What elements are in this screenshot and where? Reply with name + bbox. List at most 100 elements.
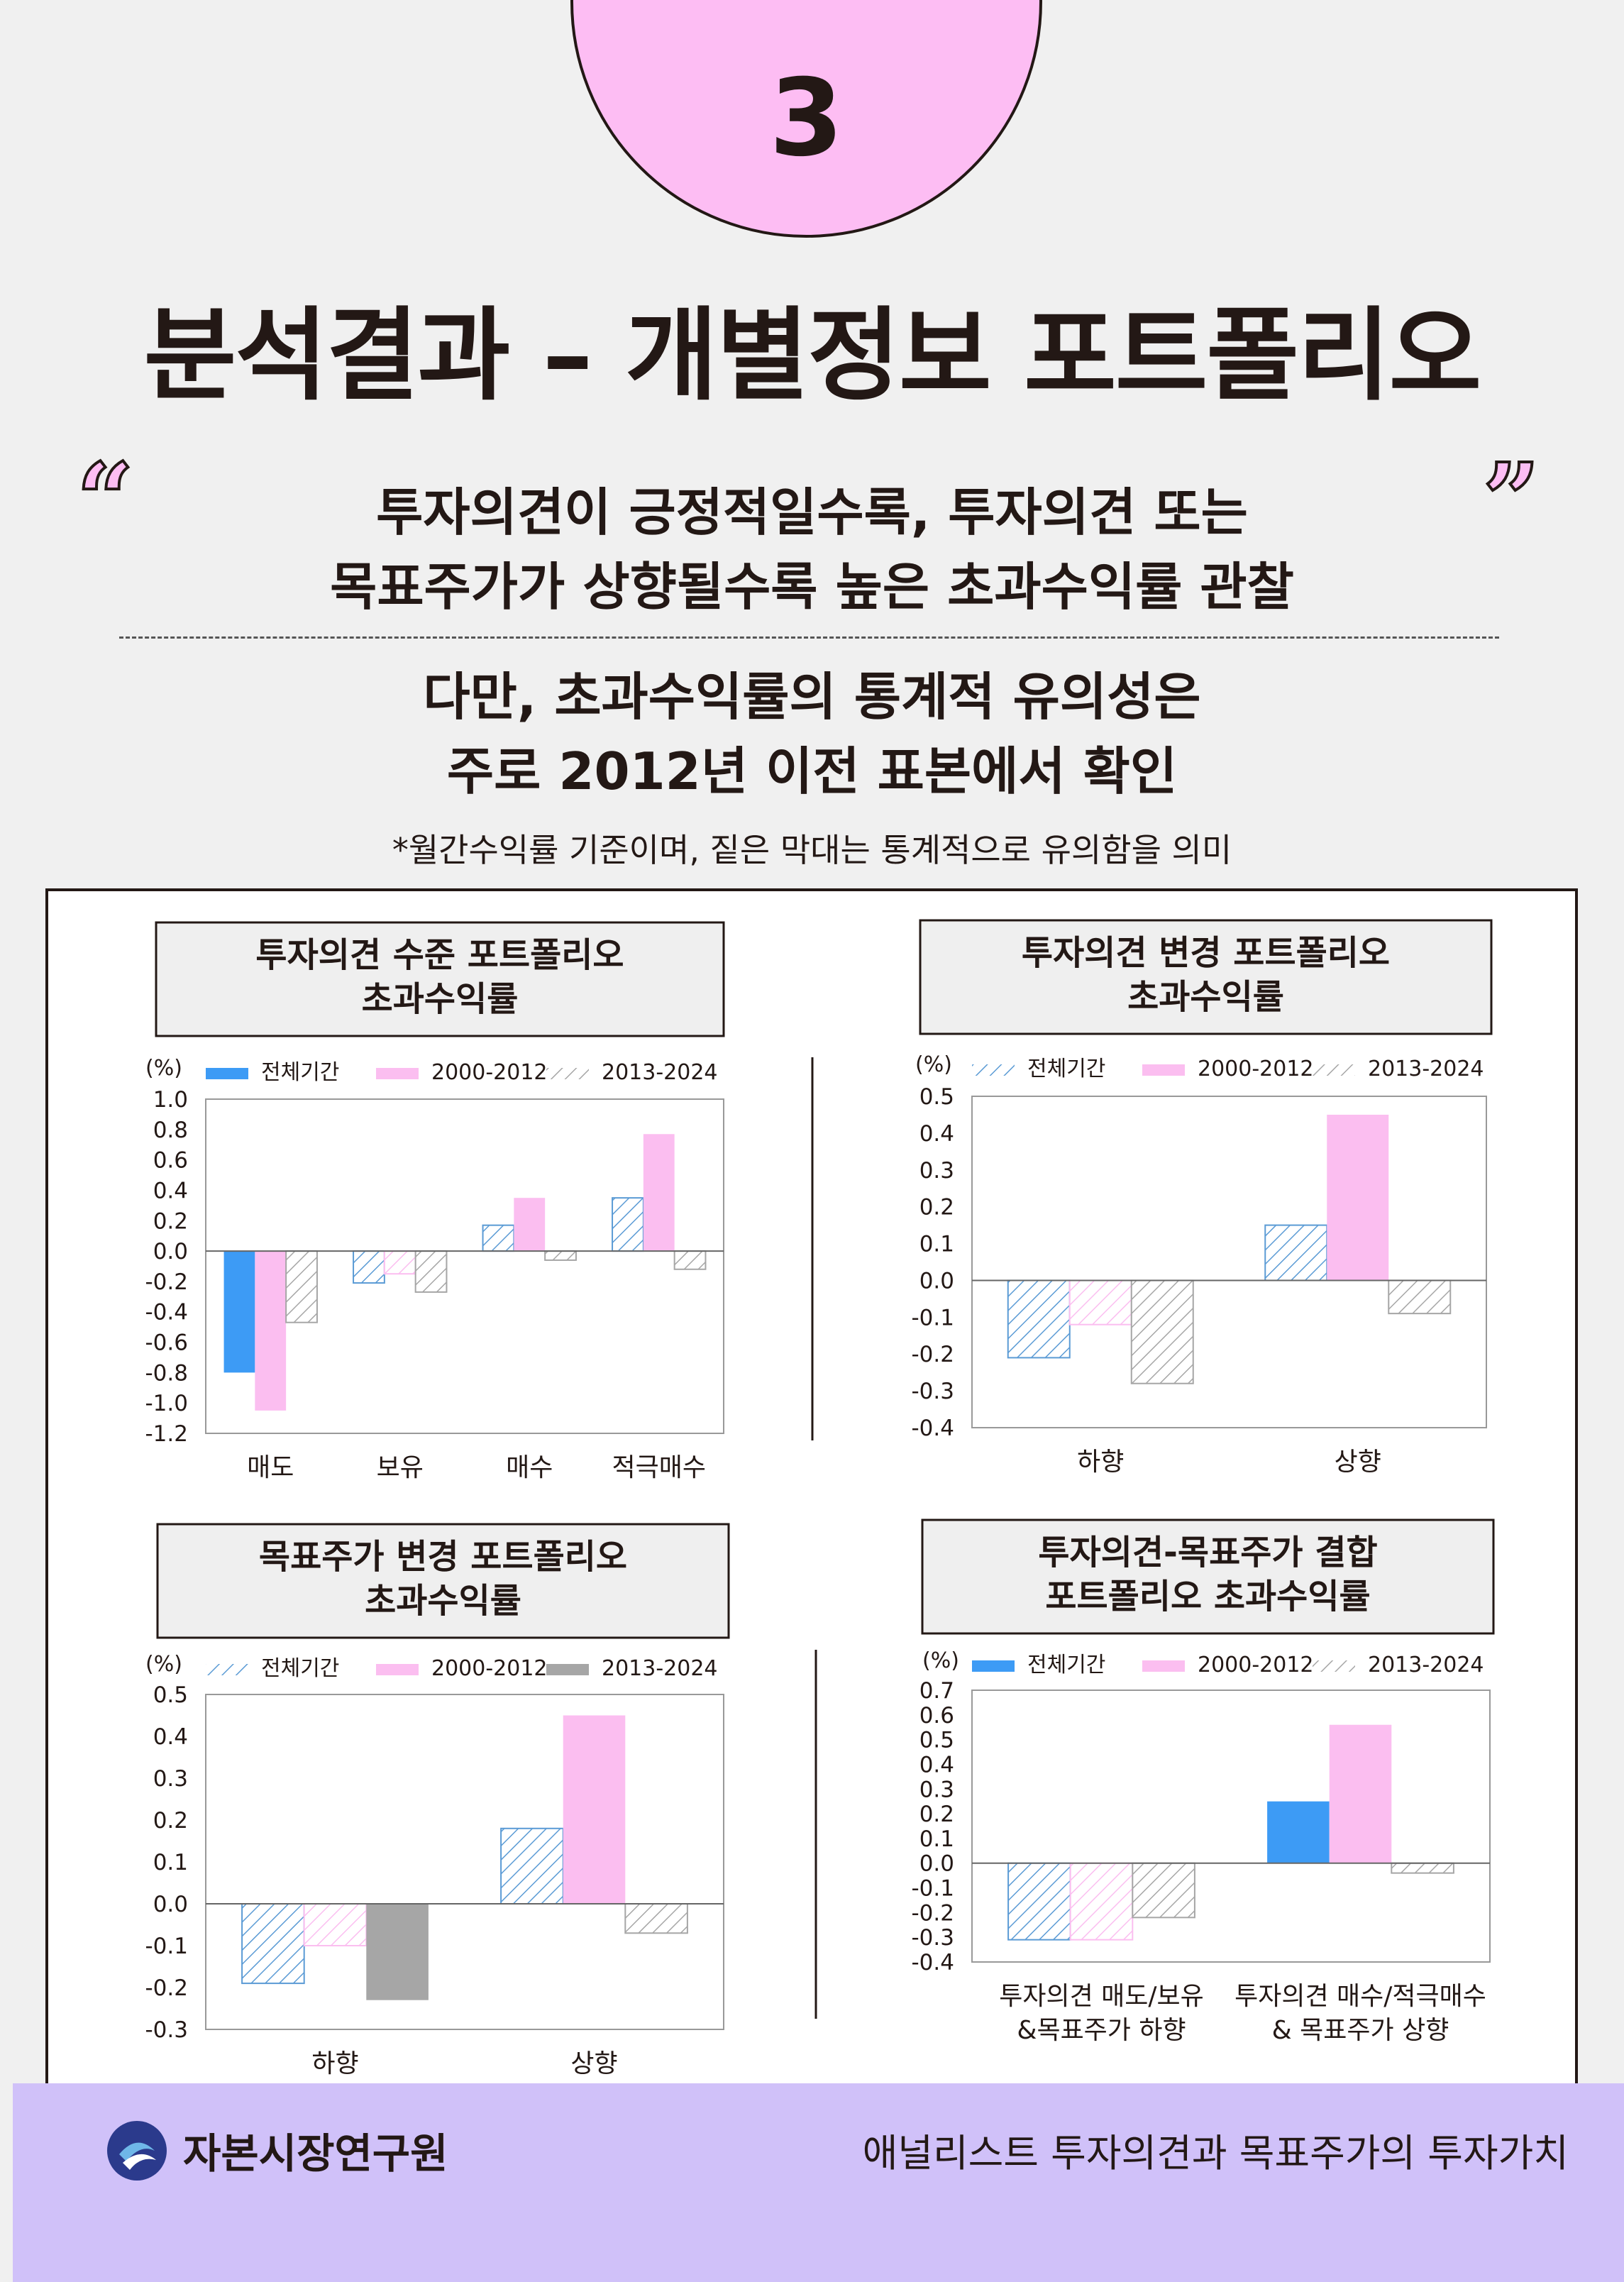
chart-2-legend-label: 2013-2024 — [1368, 1057, 1484, 1081]
chart-4-ytick: 0.1 — [919, 1826, 954, 1852]
chart-1-bar — [673, 1250, 707, 1270]
chart-1-title-line: 초과수익률 — [362, 979, 519, 1019]
chart-2-ytick: -0.1 — [912, 1305, 955, 1330]
chart-1-bar — [612, 1197, 644, 1252]
chart-1-ytick: 1.0 — [153, 1087, 188, 1113]
divider — [119, 636, 1499, 639]
chart-2-plot-area — [971, 1096, 1487, 1428]
chart-1-category-label: 매도 — [247, 1453, 294, 1482]
chart-1-legend-swatch — [376, 1068, 419, 1079]
chart-4-title-line: 투자의견-목표주가 결합 — [1038, 1533, 1377, 1572]
chart-2-ytick: -0.4 — [912, 1416, 955, 1441]
chart-3-title-line: 초과수익률 — [365, 1581, 521, 1621]
chart-1-ytick: 0.8 — [153, 1118, 188, 1143]
chart-4-legend-label: 2013-2024 — [1368, 1653, 1484, 1677]
chart-3-ytick: 0.2 — [153, 1808, 188, 1834]
chart-3-bar — [500, 1827, 564, 1905]
chart-4-ytick: -0.1 — [912, 1876, 955, 1902]
subheadline-line1: 다만, 초과수익률의 통계적 유의성은 — [423, 667, 1201, 727]
chart-2-title-line: 투자의견 변경 포트폴리오 — [1022, 933, 1390, 973]
chart-4-category-label: 투자의견 매수/적극매수 — [1234, 1982, 1486, 2011]
chart-1-ytick: 0.0 — [153, 1239, 188, 1264]
chart-1-title-line: 투자의견 수준 포트폴리오 — [255, 935, 624, 975]
chart-3-legend-label: 2000-2012 — [431, 1656, 548, 1681]
chart-1-ytick: -0.2 — [145, 1269, 189, 1295]
chart-4-ytick: 0.0 — [919, 1851, 954, 1877]
chart-2-legend-swatch — [1142, 1064, 1185, 1076]
chart-1-legend-label: 2000-2012 — [431, 1060, 548, 1085]
chart-3-ytick: -0.3 — [145, 2017, 189, 2043]
chart-3-ytick: 0.4 — [153, 1724, 188, 1750]
chart-2-bar — [1264, 1224, 1328, 1281]
chart-3-ytick: 0.3 — [153, 1766, 188, 1792]
chart-4-bar — [1391, 1862, 1454, 1874]
chart-3-unit: (%) — [145, 1652, 182, 1677]
chart-2-ytick: 0.3 — [919, 1158, 954, 1184]
chart-3-plot-area — [205, 1694, 724, 2030]
chart-3-category-label: 하향 — [311, 2049, 358, 2078]
org-name: 자본시장연구원 — [183, 2129, 448, 2178]
chart-4-legend-label: 2000-2012 — [1198, 1653, 1314, 1677]
chart-4-bar — [1329, 1724, 1392, 1863]
chart-1-legend-label: 전체기간 — [261, 1060, 339, 1085]
chart-2-ytick: 0.5 — [919, 1084, 954, 1110]
chart-2-legend-swatch — [1313, 1064, 1355, 1076]
chart-2-ytick: -0.3 — [912, 1379, 955, 1404]
chart-1-bar — [255, 1251, 287, 1411]
chart-1-unit: (%) — [145, 1056, 182, 1081]
chart-1-bar — [544, 1250, 577, 1261]
chart-1-bar — [482, 1224, 515, 1252]
chart-2-bar — [1327, 1114, 1389, 1281]
chart-4-plot-area — [971, 1690, 1491, 1963]
chart-3-legend-swatch — [376, 1664, 419, 1675]
chart-1-ytick: 0.6 — [153, 1148, 188, 1174]
chart-2-bar — [1007, 1279, 1071, 1359]
footnote: *월간수익률 기준이며, 짙은 막대는 통계적으로 유의함을 의미 — [392, 831, 1232, 869]
chart-4-bar — [1132, 1862, 1195, 1919]
headline: 투자의견이 긍정적일수록, 투자의견 또는 목표주가가 상향될수록 높은 초과수… — [0, 475, 1624, 624]
chart-1-ytick: -1.0 — [145, 1391, 189, 1416]
chart-3-bar — [563, 1715, 626, 1904]
chart-2-bar — [1068, 1279, 1132, 1325]
chart-3-title-line: 목표주가 변경 포트폴리오 — [259, 1537, 627, 1577]
chart-1-bar — [643, 1134, 675, 1252]
chart-4-ytick: 0.3 — [919, 1777, 954, 1802]
chart-2-legend-label: 2000-2012 — [1198, 1057, 1314, 1081]
chart-4-unit: (%) — [922, 1648, 959, 1673]
chart-3-bar — [366, 1904, 429, 2000]
close-quote-icon: ” — [1481, 442, 1542, 558]
chart-2-category-label: 하향 — [1077, 1448, 1124, 1477]
chart-1-category-label: 매수 — [506, 1453, 553, 1482]
chart-4-ytick: -0.2 — [912, 1900, 955, 1926]
chart-2-unit: (%) — [915, 1052, 952, 1077]
chart-4-bar — [1267, 1801, 1330, 1863]
chart-2-legend-swatch — [972, 1064, 1015, 1076]
chart-2-ytick: 0.1 — [919, 1232, 954, 1257]
chart-3-legend-swatch — [546, 1664, 589, 1675]
chart-1-bar — [285, 1250, 318, 1323]
chart-4-title-line: 포트폴리오 초과수익률 — [1045, 1577, 1370, 1616]
chart-2-ytick: 0.2 — [919, 1195, 954, 1220]
open-quote-icon: “ — [75, 442, 136, 558]
chart-3-legend-swatch — [206, 1664, 248, 1675]
chart-2-legend-label: 전체기간 — [1027, 1057, 1105, 1081]
chart-4-bar — [1069, 1862, 1134, 1941]
chart-1-ytick: -0.8 — [145, 1360, 189, 1386]
chart-4-legend-swatch — [1313, 1660, 1355, 1672]
chart-4-legend-label: 전체기간 — [1027, 1653, 1105, 1677]
chart-2-bar — [1130, 1279, 1194, 1384]
chart-1-bar — [383, 1250, 416, 1275]
footer-bar: 자본시장연구원 애널리스트 투자의견과 목표주가의 투자가치 — [13, 2083, 1624, 2282]
chart-3-bar — [303, 1903, 368, 1946]
chart-1-bar — [414, 1250, 448, 1293]
chart-2-title-line: 초과수익률 — [1127, 977, 1284, 1017]
chart-4-ytick: 0.5 — [919, 1728, 954, 1753]
chart-4-category-label: &목표주가 하향 — [1017, 2016, 1186, 2045]
chart-3-bar — [241, 1903, 305, 1985]
chart-1-ytick: -0.4 — [145, 1300, 189, 1325]
chart-3-ytick: 0.1 — [153, 1850, 188, 1875]
chart-3-ytick: 0.5 — [153, 1682, 188, 1708]
headline-line1: 투자의견이 긍정적일수록, 투자의견 또는 — [376, 483, 1248, 542]
chart-3-title-box — [156, 1523, 730, 1639]
